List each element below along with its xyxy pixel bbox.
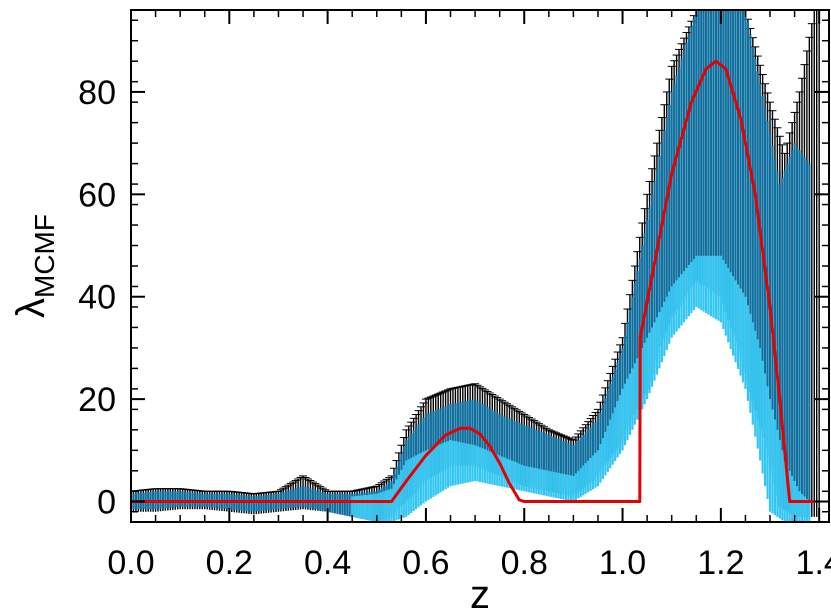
y-axis-label: λ bbox=[9, 298, 53, 318]
y-axis-label-group: λMCMF bbox=[9, 214, 60, 318]
x-tick-label: 1.4 bbox=[796, 544, 831, 582]
error-bands bbox=[131, 10, 824, 522]
y-tick-label: 80 bbox=[78, 74, 116, 112]
x-tick-label: 0.6 bbox=[402, 544, 449, 582]
x-tick-label: 0.0 bbox=[107, 544, 154, 582]
model-line-group bbox=[131, 59, 815, 503]
x-tick-label: 1.2 bbox=[697, 544, 744, 582]
svg-text:λMCMF: λMCMF bbox=[9, 214, 60, 318]
x-tick-label: 0.2 bbox=[206, 544, 253, 582]
y-tick-label: 20 bbox=[78, 381, 116, 419]
y-tick-label: 60 bbox=[78, 176, 116, 214]
x-tick-label: 0.4 bbox=[304, 544, 351, 582]
x-tick-label: 0.8 bbox=[501, 544, 548, 582]
light-blue-error-band bbox=[351, 255, 811, 522]
y-tick-label: 0 bbox=[97, 484, 116, 522]
x-axis-label: z bbox=[470, 573, 490, 615]
y-tick-label: 40 bbox=[78, 279, 116, 317]
y-axis-label-subscript: MCMF bbox=[29, 214, 60, 298]
x-tick-label: 1.0 bbox=[599, 544, 646, 582]
axis-ticks: 0.0 0.2 0.4 0.6 0.8 1.0 1.2 1.4 0 20 40 60 80 bbox=[78, 10, 831, 582]
model-line bbox=[131, 59, 815, 503]
